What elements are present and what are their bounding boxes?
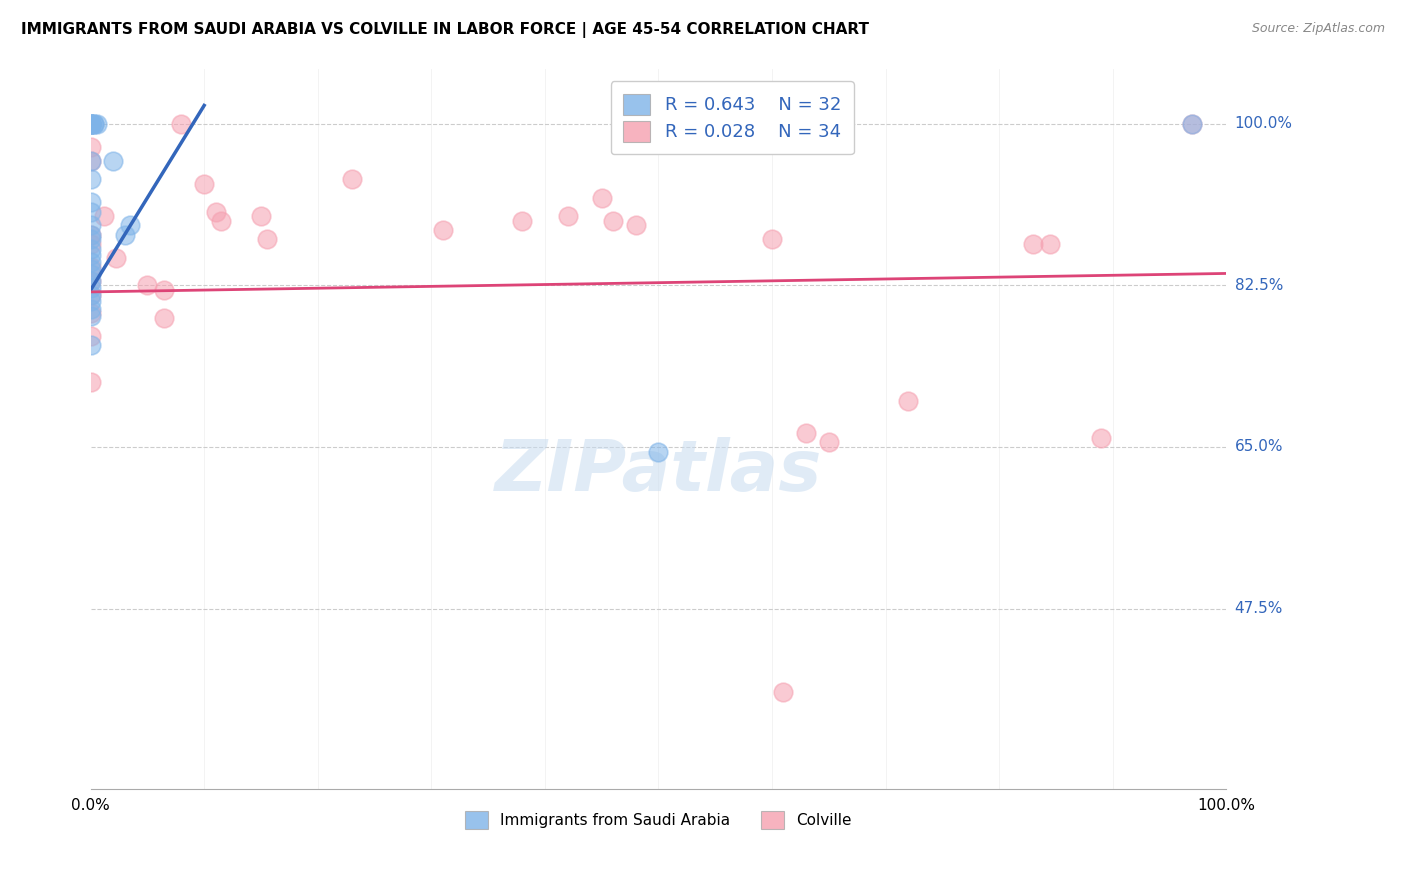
Point (1181, 117, 1204, 131)
Point (79, 153, 101, 168)
Point (79, 301, 101, 316)
Text: 47.5%: 47.5% (1234, 601, 1282, 616)
Point (120, 219, 142, 233)
Point (79, 227, 101, 242)
Point (79, 287, 101, 301)
Point (340, 172, 363, 186)
Point (557, 209, 579, 223)
Point (79, 287, 101, 301)
Point (897, 393, 920, 408)
Point (817, 435, 839, 450)
Point (79, 329, 101, 343)
Point (647, 444, 669, 458)
Point (79, 117, 101, 131)
Point (79, 140, 101, 154)
Text: Source: ZipAtlas.com: Source: ZipAtlas.com (1251, 22, 1385, 36)
Point (79, 219, 101, 233)
Point (204, 204, 226, 219)
Point (136, 278, 159, 293)
Point (79, 172, 101, 186)
Point (794, 426, 817, 441)
Point (103, 153, 125, 168)
Point (114, 227, 136, 242)
Point (193, 177, 215, 191)
Point (510, 214, 533, 228)
Point (79, 232, 101, 246)
Point (772, 684, 794, 698)
Point (79, 255, 101, 269)
Point (1090, 431, 1112, 445)
Point (79, 227, 101, 242)
Point (83, 117, 105, 131)
Point (79, 294, 101, 309)
Point (104, 251, 127, 265)
Text: 65.0%: 65.0% (1234, 440, 1284, 455)
Point (79, 204, 101, 219)
Point (79, 306, 101, 320)
Point (79, 274, 101, 288)
Point (591, 191, 613, 205)
Point (256, 232, 278, 246)
Point (170, 117, 193, 131)
Point (79, 117, 101, 131)
Point (79, 260, 101, 274)
Point (79, 376, 101, 390)
Point (79, 242, 101, 256)
Point (79, 117, 101, 131)
Point (209, 214, 232, 228)
Point (1039, 236, 1062, 251)
Point (250, 209, 273, 223)
Point (79, 261, 101, 276)
Point (432, 223, 454, 237)
Point (79, 153, 101, 168)
Point (86, 117, 108, 131)
Text: 82.5%: 82.5% (1234, 278, 1282, 293)
Point (79, 274, 101, 288)
Point (79, 268, 101, 282)
Point (79, 309, 101, 323)
Point (79, 236, 101, 251)
Point (602, 214, 624, 228)
Point (79, 117, 101, 131)
Point (761, 232, 783, 246)
Point (1022, 236, 1045, 251)
Text: 100.0%: 100.0% (1234, 116, 1292, 131)
Point (93, 209, 115, 223)
Point (79, 281, 101, 295)
Point (79, 338, 101, 352)
Point (79, 195, 101, 210)
Text: ZIPatlas: ZIPatlas (495, 437, 823, 507)
Text: IMMIGRANTS FROM SAUDI ARABIA VS COLVILLE IN LABOR FORCE | AGE 45-54 CORRELATION : IMMIGRANTS FROM SAUDI ARABIA VS COLVILLE… (21, 22, 869, 38)
Point (153, 310, 176, 325)
Point (79, 117, 101, 131)
Point (153, 283, 176, 297)
Point (1181, 117, 1204, 131)
Legend: Immigrants from Saudi Arabia, Colville: Immigrants from Saudi Arabia, Colville (460, 805, 858, 835)
Point (79, 248, 101, 262)
Point (83, 117, 105, 131)
Point (624, 219, 647, 233)
